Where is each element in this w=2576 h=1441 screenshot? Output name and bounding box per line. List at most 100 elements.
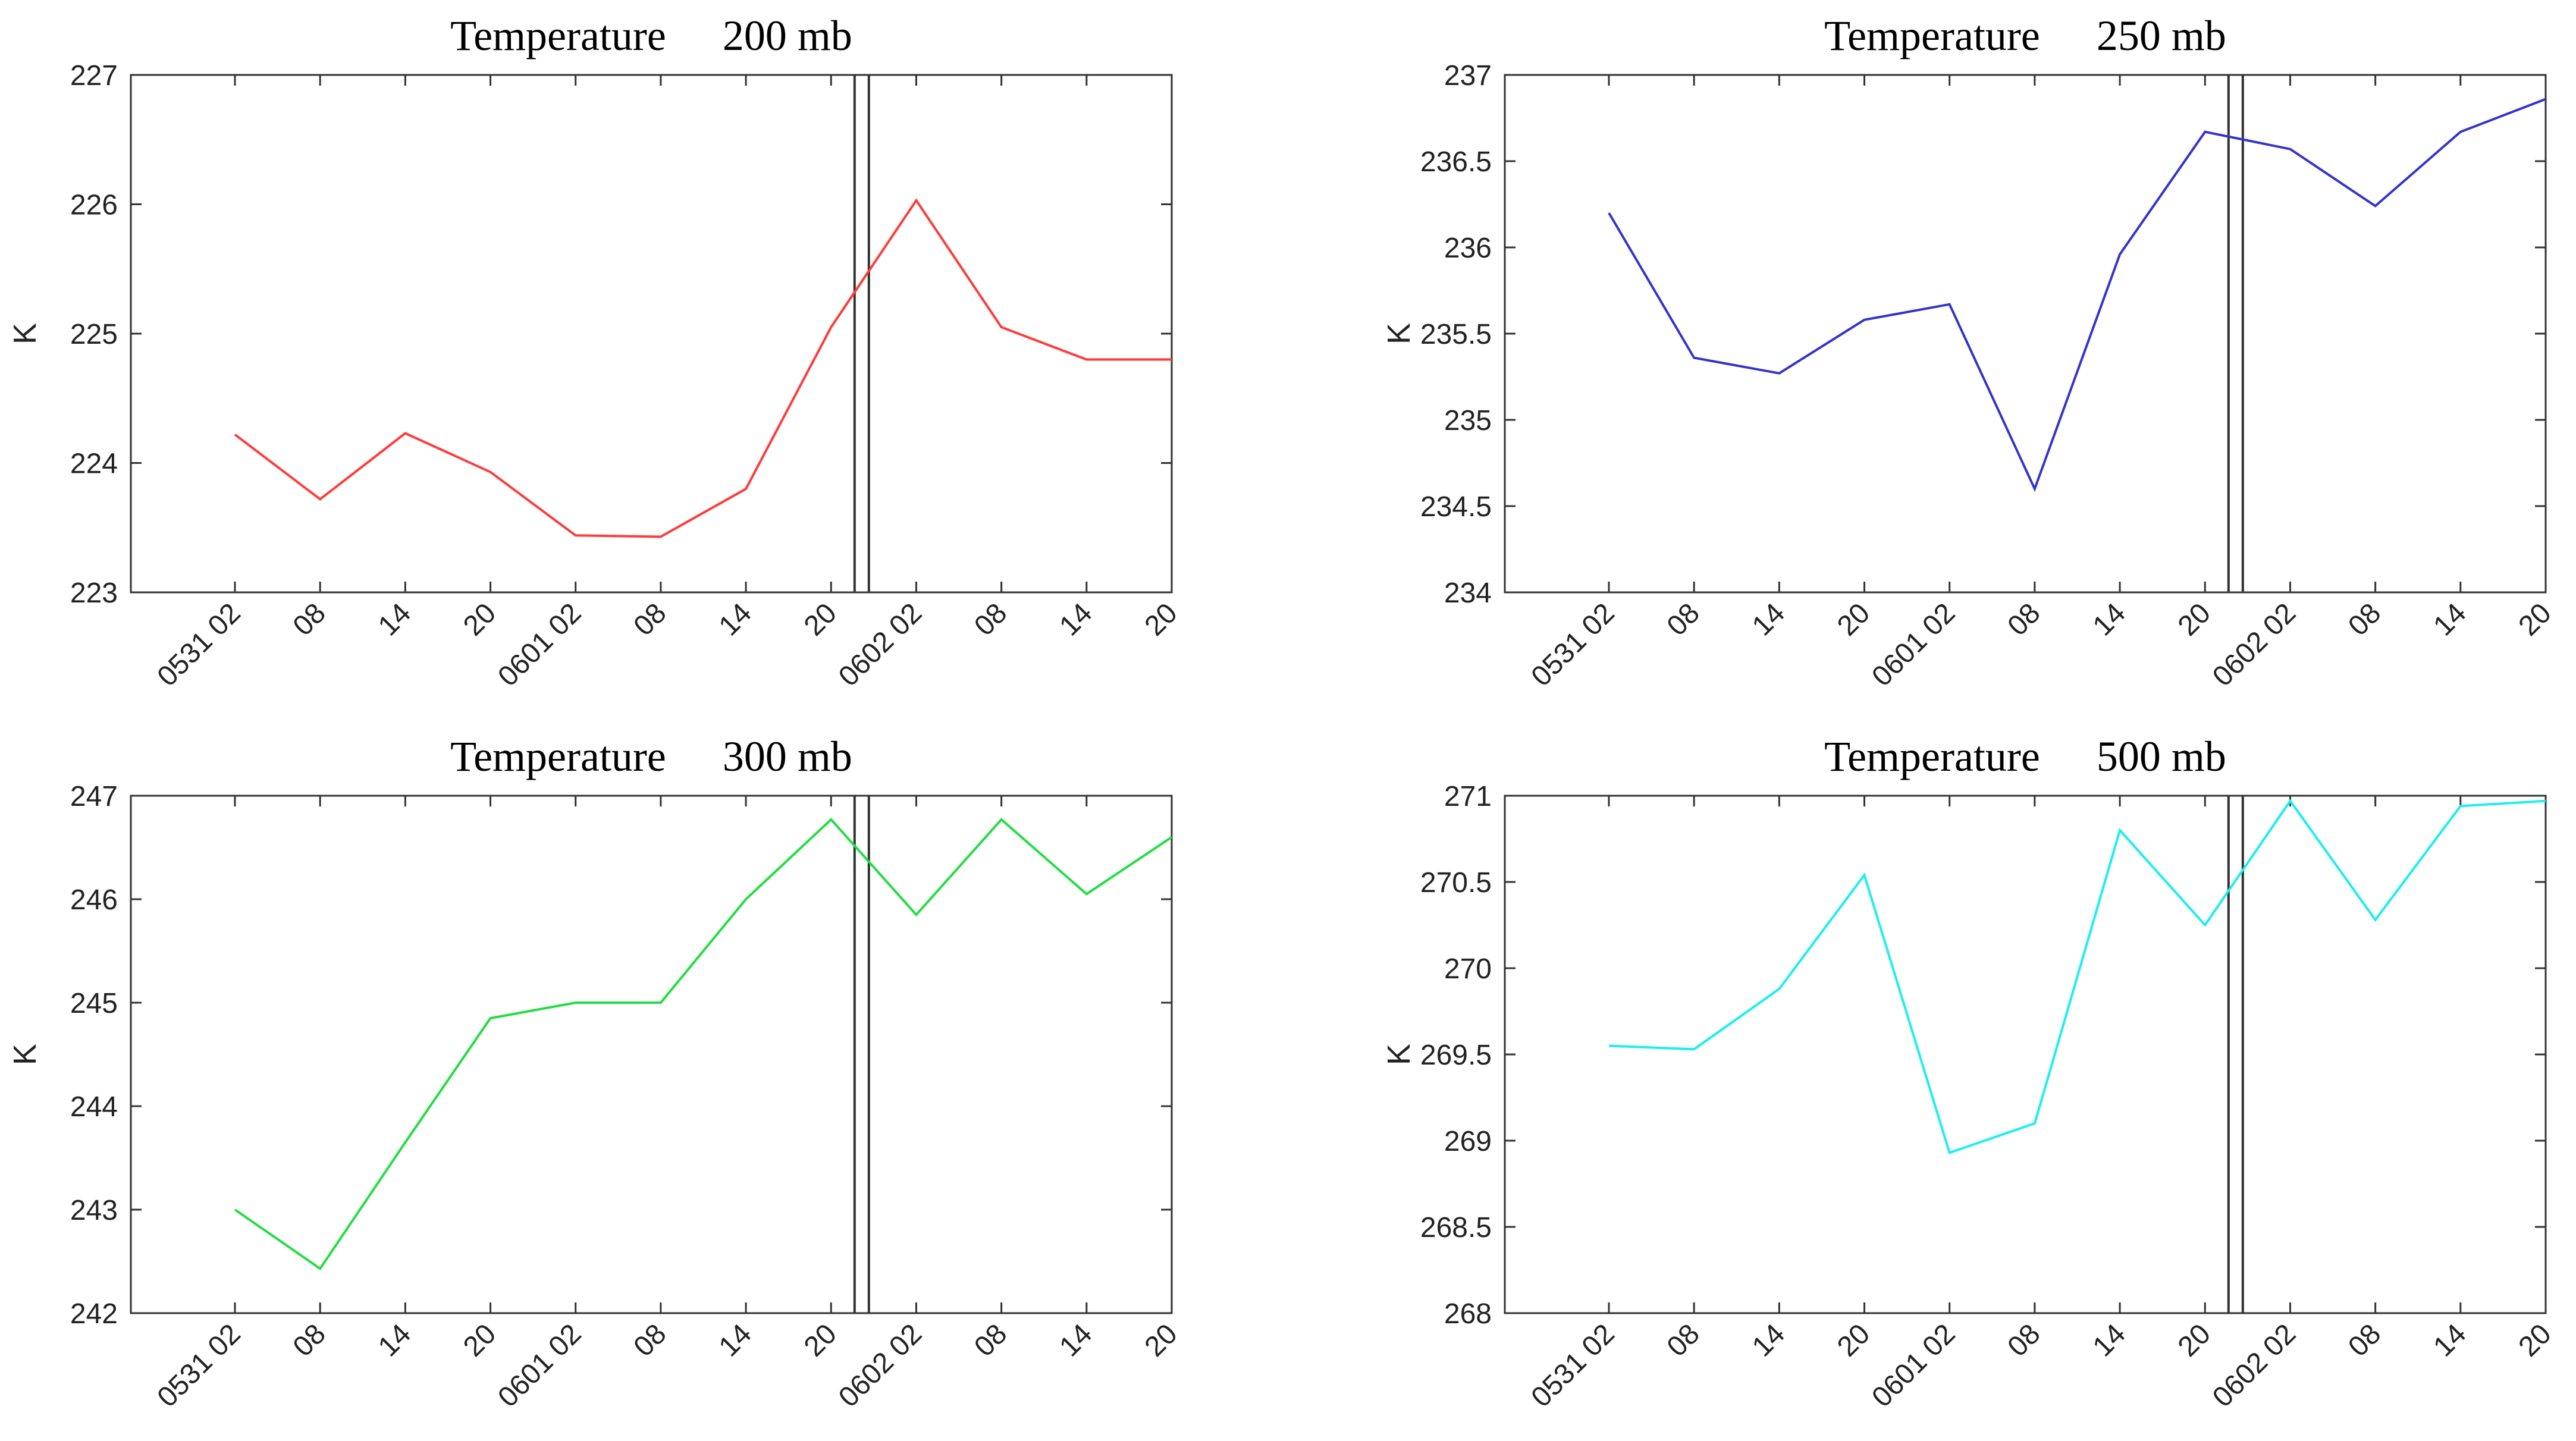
x-tick-label: 14 — [2087, 1318, 2132, 1362]
y-tick-label: 268.5 — [1420, 1212, 1492, 1244]
y-axis-label: K — [7, 1044, 43, 1065]
y-tick-label: 226 — [70, 190, 118, 221]
y-tick-label: 234 — [1444, 577, 1492, 609]
axes-frame — [130, 795, 1173, 1314]
x-tick-label: 08 — [627, 597, 672, 642]
y-tick-label: 236 — [1444, 233, 1492, 264]
chart-panel: 234 234.5 235 235.5 236 236.5 237 0531 02 08 14 20… — [1381, 12, 2558, 692]
x-tick-label: 0601 02 — [1866, 597, 1961, 692]
x-tick-label: 20 — [1831, 1318, 1876, 1362]
chart-title-level: 250 mb — [2097, 12, 2226, 59]
series-line — [234, 198, 1172, 538]
x-tick-label: 0602 02 — [2207, 1318, 2302, 1413]
x-tick-label: 08 — [287, 597, 332, 642]
x-tick-label: 0531 02 — [1526, 597, 1621, 692]
y-tick-label: 243 — [70, 1195, 118, 1226]
y-tick-label: 270.5 — [1420, 867, 1492, 899]
x-tick-label: 20 — [2513, 1318, 2558, 1362]
x-tick-label: 0601 02 — [492, 1318, 587, 1413]
chart-title: Temperature 250 mb — [1824, 12, 2226, 59]
x-tick-label: 14 — [1746, 597, 1791, 642]
chart-title-variable: Temperature — [450, 733, 666, 780]
chart-title-variable: Temperature — [450, 12, 666, 59]
y-tick-label: 224 — [70, 448, 118, 480]
y-tick-label: 269 — [1444, 1126, 1492, 1157]
x-tick-label: 08 — [2001, 597, 2046, 642]
chart-title: Temperature 200 mb — [450, 12, 852, 59]
y-tick-label: 268 — [1444, 1298, 1492, 1330]
x-tick-label: 20 — [1139, 597, 1184, 642]
x-tick-label: 08 — [287, 1318, 332, 1362]
x-tick-label: 0531 02 — [152, 597, 247, 692]
x-tick-label: 08 — [2001, 1318, 2046, 1362]
x-tick-label: 08 — [968, 597, 1013, 642]
series-line — [234, 818, 1173, 1270]
x-tick-label: 14 — [713, 597, 758, 642]
y-tick-label: 235.5 — [1420, 319, 1492, 350]
x-tick-label: 14 — [1746, 1318, 1791, 1362]
y-tick-label: 225 — [70, 319, 118, 350]
x-tick-label: 0531 02 — [1526, 1318, 1621, 1413]
y-tick-label: 227 — [70, 60, 118, 92]
y-tick-label: 247 — [70, 781, 118, 812]
series-line — [1608, 98, 2546, 492]
x-tick-label: 14 — [713, 1318, 758, 1362]
chart-title: Temperature 500 mb — [1824, 733, 2226, 780]
x-tick-label: 14 — [372, 1318, 417, 1362]
chart-title-variable: Temperature — [1824, 733, 2040, 780]
chart-title-level: 500 mb — [2097, 733, 2226, 780]
chart-title-variable: Temperature — [1824, 12, 2040, 59]
x-tick-label: 14 — [2427, 1318, 2472, 1362]
y-tick-label: 269.5 — [1420, 1040, 1492, 1071]
chart-title-level: 300 mb — [723, 733, 852, 780]
y-tick-label: 271 — [1444, 781, 1492, 812]
x-tick-label: 0602 02 — [833, 597, 928, 692]
x-tick-label: 14 — [1053, 597, 1098, 642]
x-tick-label: 20 — [798, 1318, 843, 1362]
x-tick-label: 14 — [2427, 597, 2472, 642]
axes-frame — [1504, 74, 2547, 594]
chart-title: Temperature 300 mb — [450, 733, 852, 780]
x-tick-label: 20 — [2172, 1318, 2217, 1362]
x-tick-label: 08 — [1661, 1318, 1706, 1362]
y-tick-label: 270 — [1444, 953, 1492, 985]
x-tick-label: 0601 02 — [492, 597, 587, 692]
x-tick-label: 08 — [2342, 1318, 2387, 1362]
x-tick-label: 08 — [2342, 597, 2387, 642]
chart-title-level: 200 mb — [723, 12, 852, 59]
x-tick-label: 14 — [372, 597, 417, 642]
x-tick-label: 20 — [457, 1318, 502, 1362]
x-tick-label: 0602 02 — [833, 1318, 928, 1413]
x-tick-label: 20 — [2513, 597, 2558, 642]
y-tick-label: 236.5 — [1420, 146, 1492, 178]
chart-panel: 268 268.5 269 269.5 270 270.5 271 0531 02 08 14 20… — [1381, 733, 2558, 1413]
y-tick-label: 245 — [70, 988, 118, 1019]
x-tick-label: 0602 02 — [2207, 597, 2302, 692]
y-tick-label: 244 — [70, 1091, 118, 1123]
y-axis-label: K — [7, 323, 43, 344]
x-tick-label: 08 — [1661, 597, 1706, 642]
x-tick-label: 0531 02 — [152, 1318, 247, 1413]
y-tick-label: 235 — [1444, 405, 1492, 437]
x-tick-label: 14 — [2087, 597, 2132, 642]
x-tick-label: 08 — [627, 1318, 672, 1362]
x-tick-label: 20 — [1139, 1318, 1184, 1362]
x-tick-label: 20 — [798, 597, 843, 642]
y-axis-label: K — [1381, 323, 1417, 344]
y-tick-label: 242 — [70, 1298, 118, 1330]
x-tick-label: 20 — [2172, 597, 2217, 642]
axes-frame — [1504, 795, 2547, 1314]
y-tick-label: 234.5 — [1420, 491, 1492, 523]
y-axis-label: K — [1381, 1044, 1417, 1065]
x-tick-label: 08 — [968, 1318, 1013, 1362]
y-tick-label: 237 — [1444, 60, 1492, 92]
y-tick-label: 246 — [70, 884, 118, 916]
x-tick-label: 20 — [1831, 597, 1876, 642]
x-tick-label: 0601 02 — [1866, 1318, 1961, 1413]
x-tick-label: 20 — [457, 597, 502, 642]
x-tick-label: 14 — [1053, 1318, 1098, 1362]
series-line — [1608, 799, 2546, 1154]
